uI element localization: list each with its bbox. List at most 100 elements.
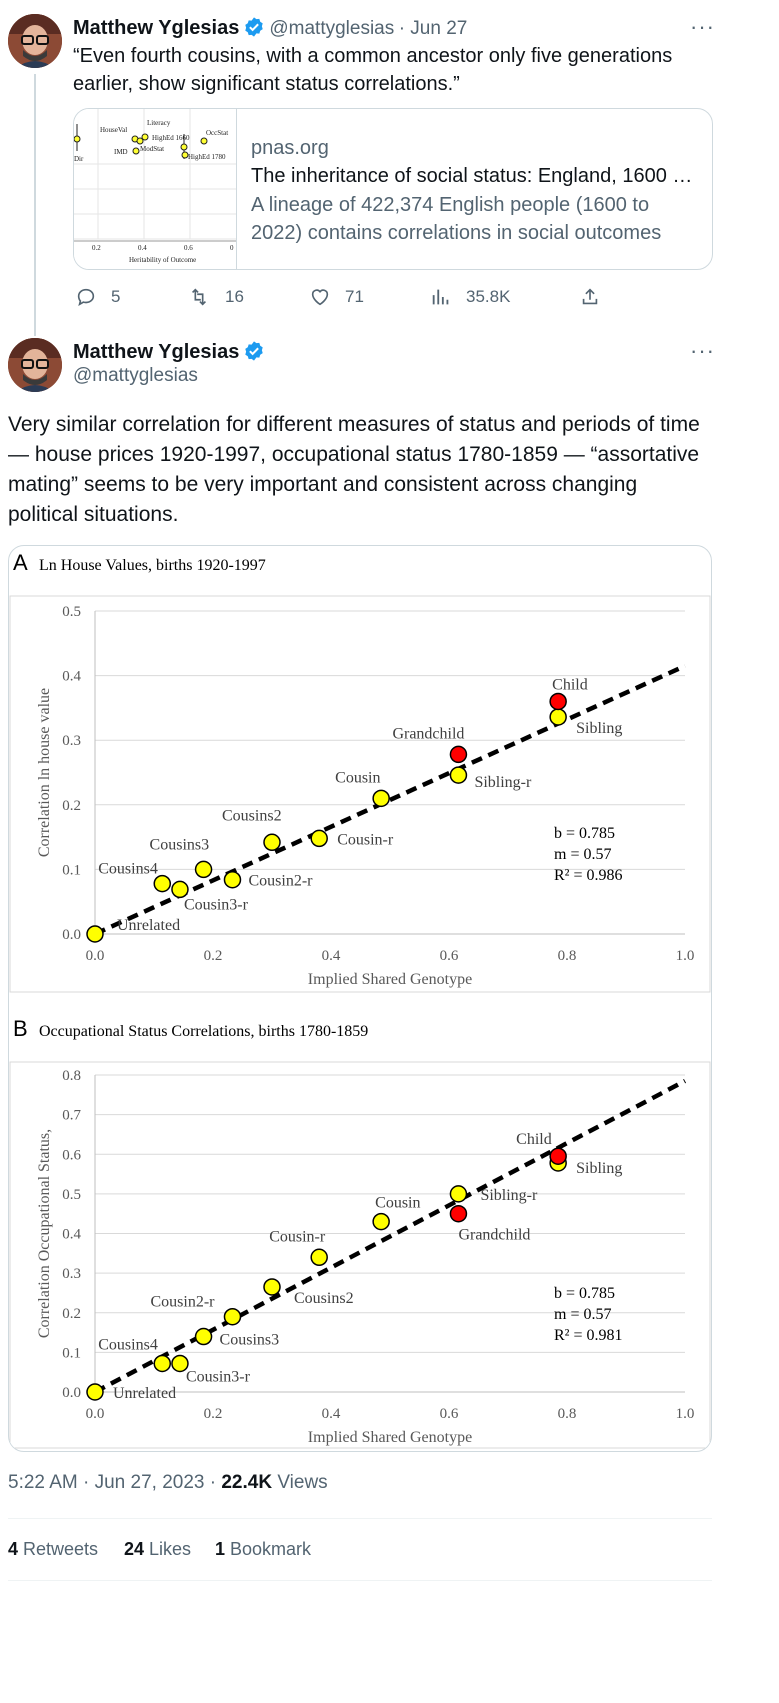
x-tick-label: 0.0	[86, 948, 105, 964]
data-point	[372, 1212, 390, 1231]
chart-figure: A Ln House Values, births 1920-1997 0.0 0.1…	[9, 550, 711, 1449]
thumb-label: Literacy	[147, 119, 171, 127]
y-tick-label: 0.2	[62, 1306, 81, 1322]
tweet-media-image[interactable]: A Ln House Values, births 1920-1997 0.0 0.1…	[8, 545, 712, 1452]
likes-count: 24	[124, 1539, 145, 1559]
regression-annotation: R² = 0.986	[554, 867, 623, 884]
point-label: Cousins4	[98, 1336, 158, 1353]
y-axis-label: Correlation Occupational Status,	[36, 1129, 53, 1338]
data-point	[171, 1354, 189, 1373]
regression-annotation: R² = 0.981	[554, 1327, 623, 1344]
reply-count: 5	[111, 287, 121, 306]
retweet-button[interactable]: 16	[187, 286, 244, 308]
chart-title: Occupational Status Correlations, births…	[39, 1023, 368, 1040]
more-options-button[interactable]: ···	[690, 338, 715, 363]
point-label: Cousins4	[98, 861, 158, 878]
thumb-label: HighEd 1780	[188, 153, 226, 161]
tweet2-header-name: Matthew Yglesias	[73, 340, 269, 364]
retweets-stat[interactable]: 4 Retweets	[8, 1539, 98, 1560]
y-tick-label: 0.4	[62, 1227, 81, 1243]
tweet1-header: Matthew Yglesias @mattyglesias · Jun 27	[73, 16, 467, 40]
x-tick-label: 0.0	[86, 1406, 105, 1422]
y-tick-label: 0.8	[62, 1068, 81, 1084]
avatar-tweet1[interactable]	[8, 14, 62, 68]
point-label: Cousins3	[150, 836, 210, 853]
reply-icon	[77, 288, 95, 307]
point-label: Cousins3	[220, 1332, 280, 1349]
retweets-label: Retweets	[18, 1539, 99, 1559]
tweet-date[interactable]: · Jun 27	[398, 18, 468, 39]
views-button[interactable]: 35.8K	[430, 286, 510, 308]
verified-badge-icon	[243, 16, 265, 38]
panel-letter: B	[13, 1016, 28, 1041]
point-label: Sibling-r	[474, 774, 532, 791]
link-card[interactable]: Literacy HouseVal HighEd 1660 OccStat IM…	[73, 108, 713, 270]
data-point	[372, 789, 390, 808]
like-count: 71	[345, 287, 364, 306]
x-axis-label: Implied Shared Genotype	[308, 971, 472, 988]
y-tick-label: 0.0	[62, 1385, 81, 1401]
thumb-label: IMD	[114, 148, 128, 156]
y-tick-label: 0.2	[62, 798, 81, 814]
thumb-xlabel: Heritability of Outcome	[129, 256, 196, 264]
more-options-button[interactable]: ···	[690, 14, 715, 39]
regression-line	[93, 1078, 687, 1394]
point-label: Cousin2-r	[150, 1294, 215, 1311]
x-tick-label: 0.6	[440, 948, 459, 964]
x-axis-label: Implied Shared Genotype	[308, 1429, 472, 1446]
data-point	[153, 1354, 172, 1373]
panel-letter: A	[13, 550, 28, 575]
chart-title: Ln House Values, births 1920-1997	[39, 557, 266, 574]
author-handle[interactable]: @mattyglesias	[269, 18, 395, 39]
likes-stat[interactable]: 24 Likes	[124, 1539, 191, 1560]
point-label: Child	[516, 1131, 552, 1148]
data-point	[153, 874, 172, 893]
y-tick-label: 0.5	[62, 1187, 81, 1203]
point-label: Child	[552, 676, 588, 693]
author-name[interactable]: Matthew Yglesias	[73, 17, 240, 39]
y-tick-label: 0.0	[62, 927, 81, 943]
author-name[interactable]: Matthew Yglesias	[73, 341, 240, 363]
data-point	[549, 708, 567, 726]
data-point	[263, 1278, 281, 1296]
reply-button[interactable]: 5	[75, 286, 120, 308]
point-label: Cousin-r	[337, 831, 394, 848]
x-tick-label: 0.8	[558, 948, 577, 964]
chart-frame	[9, 1061, 711, 1449]
avatar-tweet2[interactable]	[8, 338, 62, 392]
data-point	[194, 1327, 213, 1346]
y-tick-label: 0.3	[62, 733, 81, 749]
x-tick-label: 0.4	[322, 948, 341, 964]
data-point	[223, 870, 242, 889]
point-label: Cousin3-r	[184, 896, 249, 913]
point-label: Cousin2-r	[248, 873, 313, 890]
y-tick-label: 0.1	[62, 862, 81, 878]
point-label: Sibling	[576, 1160, 622, 1177]
views-label: Views	[272, 1472, 328, 1493]
share-button[interactable]	[579, 286, 615, 308]
data-point	[194, 860, 213, 879]
thumb-tick: 0.6	[184, 244, 193, 252]
author-handle[interactable]: @mattyglesias	[73, 365, 198, 386]
card-thumbnail: Literacy HouseVal HighEd 1660 OccStat IM…	[74, 109, 237, 269]
point-label: Sibling-r	[480, 1187, 538, 1204]
bookmarks-stat[interactable]: 1 Bookmark	[215, 1539, 311, 1560]
y-axis-label: Correlation ln house value	[36, 688, 53, 857]
chart-frame	[9, 595, 711, 993]
timestamp-text: 5:22 AM · Jun 27, 2023 ·	[8, 1472, 222, 1493]
x-tick-label: 1.0	[676, 948, 695, 964]
bookmarks-count: 1	[215, 1539, 226, 1559]
point-label: Cousin	[335, 769, 380, 786]
like-button[interactable]: 71	[309, 286, 364, 308]
thumb-label: HouseVal	[100, 126, 127, 134]
bookmarks-label: Bookmark	[225, 1539, 312, 1559]
tweet-timestamp[interactable]: 5:22 AM · Jun 27, 2023 · 22.4K Views	[8, 1472, 328, 1494]
views-icon	[432, 289, 449, 305]
regression-annotation: b = 0.785	[554, 1285, 615, 1302]
data-point	[449, 745, 468, 764]
data-point	[263, 833, 281, 852]
divider	[8, 1518, 712, 1519]
verified-badge-icon	[243, 340, 265, 362]
point-label: Unrelated	[113, 1385, 176, 1402]
x-tick-label: 0.6	[440, 1406, 459, 1422]
